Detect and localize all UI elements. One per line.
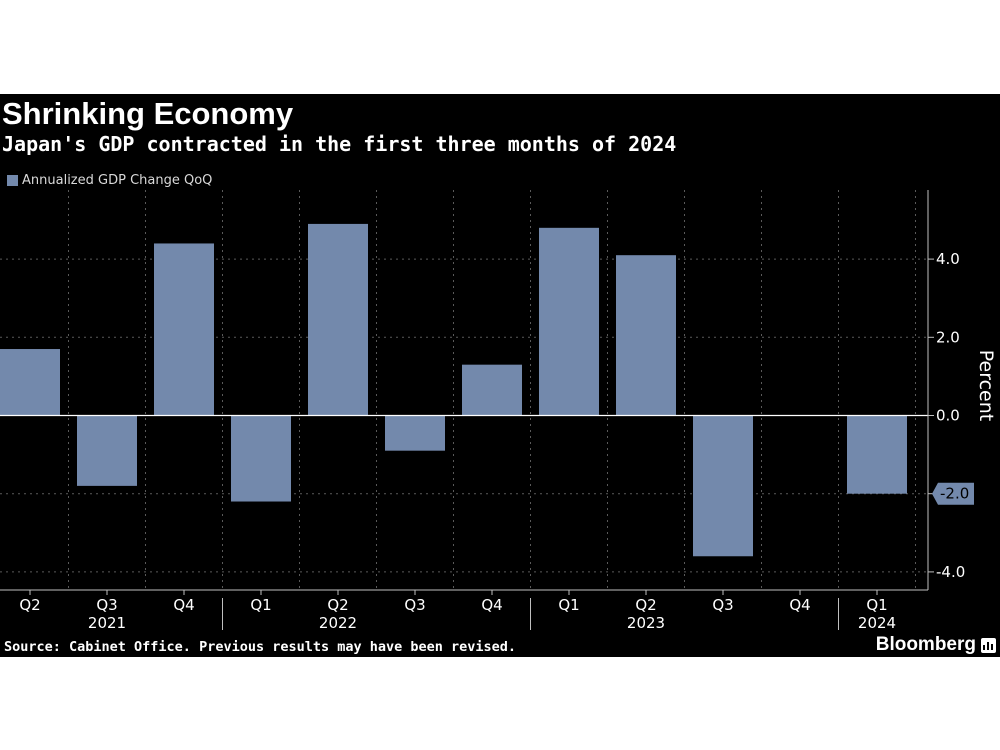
bar [0,349,60,416]
chart-subtitle: Japan's GDP contracted in the first thre… [2,132,677,156]
x-year-label: 2024 [858,614,896,632]
x-tick-label: Q4 [173,596,194,614]
bar [847,415,907,494]
bar [231,415,291,502]
x-year-label: 2022 [319,614,357,632]
x-tick-label: Q1 [866,596,887,614]
legend-label: Annualized GDP Change QoQ [22,172,213,188]
x-tick-label: Q3 [404,596,425,614]
legend: Annualized GDP Change QoQ [7,171,212,189]
x-year-label: 2023 [627,614,665,632]
chart-panel: Shrinking Economy Japan's GDP contracted… [0,94,1000,657]
y-tick-label: 4.0 [936,250,960,268]
bar [308,223,368,416]
legend-swatch [7,174,18,186]
bar [154,243,214,416]
x-tick-label: Q2 [327,596,348,614]
y-tick-label: -4.0 [936,563,965,581]
x-tick-label: Q3 [712,596,733,614]
x-tick-label: Q4 [481,596,502,614]
source-note: Source: Cabinet Office. Previous results… [4,639,517,655]
x-tick-label: Q3 [96,596,117,614]
bar [77,415,137,486]
bar [616,255,676,416]
bar [385,415,445,451]
x-tick-label: Q2 [19,596,40,614]
brand-name: Bloomberg [875,634,976,655]
bar-chart: 4.0 2.0 0.0 -2.0 -4.0 Percent Q2 Q3 Q4 Q1 Q2 Q3 Q4 Q1… [0,190,997,632]
y-tick-label: 2.0 [936,328,960,346]
x-year-label: 2021 [88,614,126,632]
y-tick-label: 0.0 [936,407,960,425]
y-axis-title: Percent [975,350,997,422]
x-tick-label: Q4 [789,596,810,614]
brand-logo: Bloomberg [876,634,996,656]
bar-chart-icon [981,637,996,653]
x-tick-label: Q2 [635,596,656,614]
value-callout [932,482,974,505]
chart-title: Shrinking Economy [2,96,294,131]
x-tick-label: Q1 [558,596,579,614]
x-tick-label: Q1 [250,596,271,614]
bar [693,415,753,557]
value-callout-label: -2.0 [940,485,969,503]
bar [462,364,522,416]
bar [539,227,599,416]
